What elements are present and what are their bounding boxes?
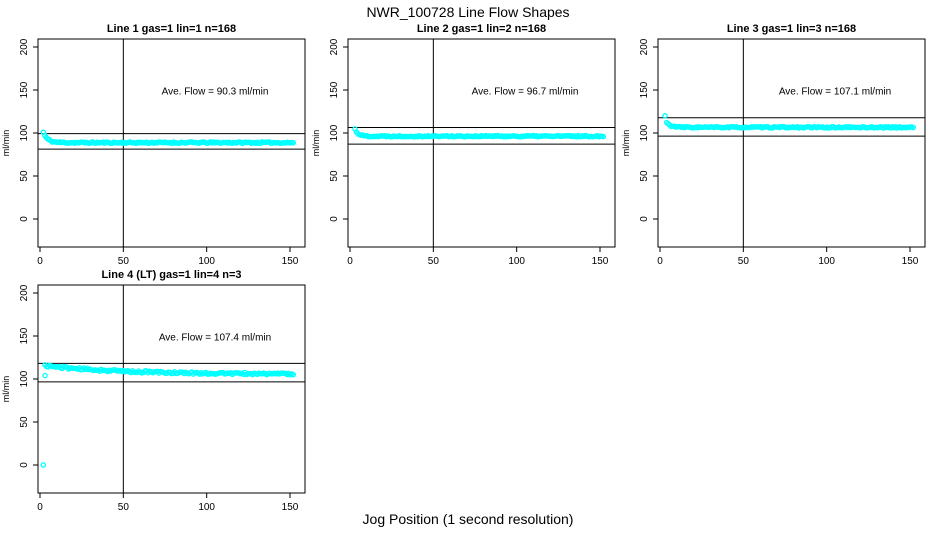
data-point: [290, 371, 297, 378]
x-tick-label: 150: [902, 256, 919, 267]
x-tick-label: 50: [738, 256, 750, 267]
subplot-title: Line 4 (LT) gas=1 lin=4 n=3: [101, 269, 241, 281]
figure-title: NWR_100728 Line Flow Shapes: [366, 4, 570, 20]
y-axis-title: ml/min: [1, 376, 11, 403]
ave-flow-annotation: Ave. Flow = 90.3 ml/min: [162, 86, 269, 97]
subplot-4: 0 50 100 150 0 50 100 150 200 ml/min Line 4 (LT) g…: [1, 269, 306, 513]
y-axis-title: ml/min: [1, 130, 11, 157]
axes: 0 50 100 150 0 50 100 150 200 ml/min: [621, 38, 919, 267]
y-tick-label: 150: [639, 81, 650, 98]
outlier-point: [40, 462, 47, 468]
x-tick-label: 0: [347, 256, 353, 267]
data-points: [40, 362, 297, 468]
y-tick-label: 200: [639, 38, 650, 55]
subplot-title: Line 3 gas=1 lin=3 n=168: [727, 23, 856, 35]
y-tick-label: 150: [329, 81, 340, 98]
data-point: [290, 140, 297, 146]
subplot-title: Line 2 gas=1 lin=2 n=168: [417, 23, 546, 35]
x-tick-label: 50: [118, 502, 130, 513]
y-tick-label: 100: [19, 370, 30, 387]
y-tick-label: 0: [329, 216, 340, 222]
x-tick-label: 50: [118, 256, 130, 267]
subplot-title: Line 1 gas=1 lin=1 n=168: [107, 23, 236, 35]
y-tick-label: 0: [19, 216, 30, 222]
x-tick-label: 100: [198, 502, 215, 513]
data-points: [662, 113, 917, 131]
y-tick-label: 50: [639, 170, 650, 182]
x-tick-label: 100: [818, 256, 835, 267]
data-points: [40, 129, 297, 147]
outlier-point: [42, 372, 48, 379]
ave-flow-annotation: Ave. Flow = 96.7 ml/min: [472, 86, 579, 97]
ave-flow-annotation: Ave. Flow = 107.1 ml/min: [779, 86, 891, 97]
ave-flow-annotation: Ave. Flow = 107.4 ml/min: [159, 332, 271, 343]
y-axis-title: ml/min: [621, 130, 631, 157]
data-point: [910, 124, 917, 131]
plot-box: [37, 38, 306, 248]
y-tick-label: 100: [19, 124, 30, 141]
y-tick-label: 150: [19, 81, 30, 98]
outlier-point: [662, 113, 668, 119]
x-tick-label: 100: [508, 256, 525, 267]
x-axis-label: Jog Position (1 second resolution): [362, 511, 574, 527]
y-tick-label: 100: [639, 124, 650, 141]
subplot-1: 0 50 100 150 0 50 100 150 200 ml/min Line 1 gas=1 …: [1, 23, 306, 267]
x-tick-label: 0: [37, 256, 43, 267]
y-tick-label: 50: [19, 170, 30, 182]
y-tick-label: 200: [19, 284, 30, 301]
subplot-2: 0 50 100 150 0 50 100 150 200 ml/min Line 2 gas=1 …: [311, 23, 616, 267]
x-tick-label: 0: [657, 256, 663, 267]
y-tick-label: 100: [329, 124, 340, 141]
data-point: [600, 133, 607, 140]
x-tick-label: 150: [592, 256, 609, 267]
x-tick-label: 100: [198, 256, 215, 267]
y-tick-label: 50: [19, 416, 30, 428]
plot-box: [657, 38, 926, 248]
axes: 0 50 100 150 0 50 100 150 200 ml/min: [311, 38, 609, 267]
y-tick-label: 200: [19, 38, 30, 55]
y-tick-label: 0: [19, 462, 30, 468]
x-tick-label: 150: [282, 256, 299, 267]
y-tick-label: 50: [329, 170, 340, 182]
subplot-3: 0 50 100 150 0 50 100 150 200 ml/min Line 3 gas=1 …: [621, 23, 926, 267]
plot-box: [37, 284, 306, 494]
x-tick-label: 50: [428, 256, 440, 267]
plot-box: [347, 38, 616, 248]
x-tick-label: 0: [37, 502, 43, 513]
y-tick-label: 200: [329, 38, 340, 55]
x-tick-label: 150: [282, 502, 299, 513]
y-tick-label: 0: [639, 216, 650, 222]
y-tick-label: 150: [19, 327, 30, 344]
y-axis-title: ml/min: [311, 130, 321, 157]
axes: 0 50 100 150 0 50 100 150 200 ml/min: [1, 38, 299, 267]
axes: 0 50 100 150 0 50 100 150 200 ml/min: [1, 284, 299, 513]
data-points: [352, 126, 607, 140]
